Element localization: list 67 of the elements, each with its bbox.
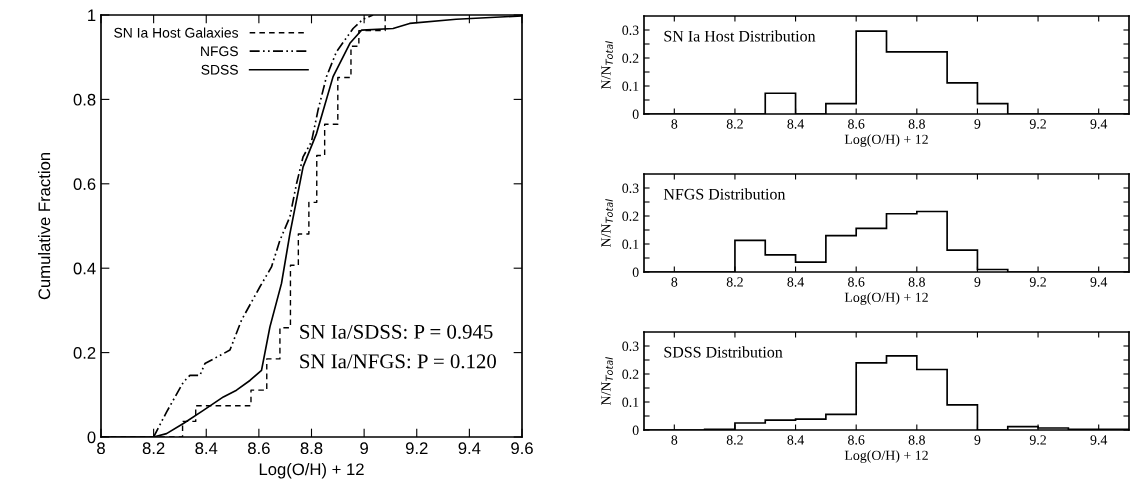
- annotation: SDSS Distribution: [664, 346, 783, 358]
- x-tick-label: 8.4: [787, 435, 805, 445]
- x-axis-title: Log(O/H) + 12: [259, 462, 364, 479]
- x-tick-label: 9.4: [1090, 435, 1108, 445]
- x-tick-label: 8.4: [787, 119, 805, 129]
- y-tick-label: 0.2: [73, 347, 96, 359]
- annotation: SN Ia/SDSS: P = 0.945: [300, 324, 493, 339]
- x-tick-label: 9: [974, 119, 981, 129]
- y-tick-label: 0.3: [622, 25, 639, 36]
- x-tick-label: 8.6: [248, 442, 270, 455]
- legend-label: SN Ia Host Galaxies: [114, 27, 239, 38]
- x-tick-label: 8.8: [908, 435, 925, 445]
- x-tick-label: 8.6: [848, 119, 865, 129]
- x-tick-label: 8: [671, 435, 678, 445]
- x-tick-label: 9: [974, 277, 981, 287]
- y-axis-title: N/N$_{Total}$: [601, 199, 613, 248]
- x-tick-label: 9.4: [1090, 119, 1108, 129]
- x-tick-label: 8.2: [726, 435, 743, 445]
- y-tick-label: 1: [88, 9, 96, 22]
- x-tick-label: 9: [360, 442, 368, 455]
- x-tick-label: 9.6: [511, 442, 533, 455]
- y-tick-label: 0: [632, 425, 639, 435]
- y-axis-title: Cumulative Fraction: [37, 152, 51, 300]
- y-tick-label: 0.2: [622, 211, 639, 222]
- y-tick-label: 0: [632, 267, 639, 277]
- x-tick-label: 9.2: [405, 442, 428, 455]
- y-tick-label: 0.2: [622, 369, 639, 380]
- y-tick-label: 0.1: [622, 239, 639, 250]
- x-tick-label: 8.8: [908, 119, 925, 129]
- y-tick-label: 0.8: [73, 93, 96, 106]
- annotation: NFGS Distribution: [663, 188, 786, 200]
- y-tick-label: 0.3: [622, 183, 639, 194]
- x-tick-label: 9.2: [1029, 277, 1046, 287]
- annotation: SN Ia/NFGS: P = 0.120: [300, 354, 496, 369]
- x-axis-title: Log(O/H) + 12: [844, 134, 928, 147]
- x-tick-label: 8: [671, 119, 678, 129]
- x-tick-label: 9.2: [1029, 435, 1046, 445]
- x-tick-label: 9: [974, 435, 981, 445]
- annotation: SN Ia Host Distribution: [664, 30, 816, 42]
- x-tick-label: 8.8: [908, 277, 925, 287]
- x-tick-label: 8.2: [142, 442, 165, 455]
- y-tick-label: 0.6: [73, 178, 96, 190]
- legend-label: NFGS: [201, 46, 238, 57]
- y-tick-label: 0: [632, 109, 639, 119]
- y-tick-label: 0.1: [622, 81, 639, 92]
- x-tick-label: 8.4: [787, 277, 805, 287]
- x-tick-label: 9.4: [1090, 277, 1108, 287]
- legend-label: SDSS: [201, 64, 238, 75]
- y-tick-label: 0.2: [622, 53, 639, 64]
- x-tick-label: 8.6: [848, 435, 865, 445]
- x-tick-label: 9.4: [458, 442, 481, 455]
- x-tick-label: 8.4: [195, 442, 218, 455]
- x-tick-label: 8: [97, 442, 105, 455]
- x-tick-label: 9.2: [1029, 119, 1046, 129]
- x-tick-label: 8: [671, 277, 678, 287]
- y-tick-label: 0: [87, 431, 96, 444]
- y-axis-title: N/N$_{Total}$: [601, 41, 613, 90]
- x-axis-title: Log(O/H) + 12: [844, 450, 928, 463]
- y-tick-label: 0.4: [73, 262, 96, 275]
- x-tick-label: 8.8: [300, 442, 323, 455]
- x-tick-label: 8.2: [726, 277, 743, 287]
- x-tick-label: 8.2: [726, 119, 743, 129]
- y-axis-title: N/N$_{Total}$: [601, 357, 613, 406]
- y-tick-label: 0.1: [622, 397, 639, 408]
- y-tick-label: 0.3: [622, 341, 639, 352]
- x-axis-title: Log(O/H) + 12: [844, 292, 928, 305]
- x-tick-label: 8.6: [848, 277, 865, 287]
